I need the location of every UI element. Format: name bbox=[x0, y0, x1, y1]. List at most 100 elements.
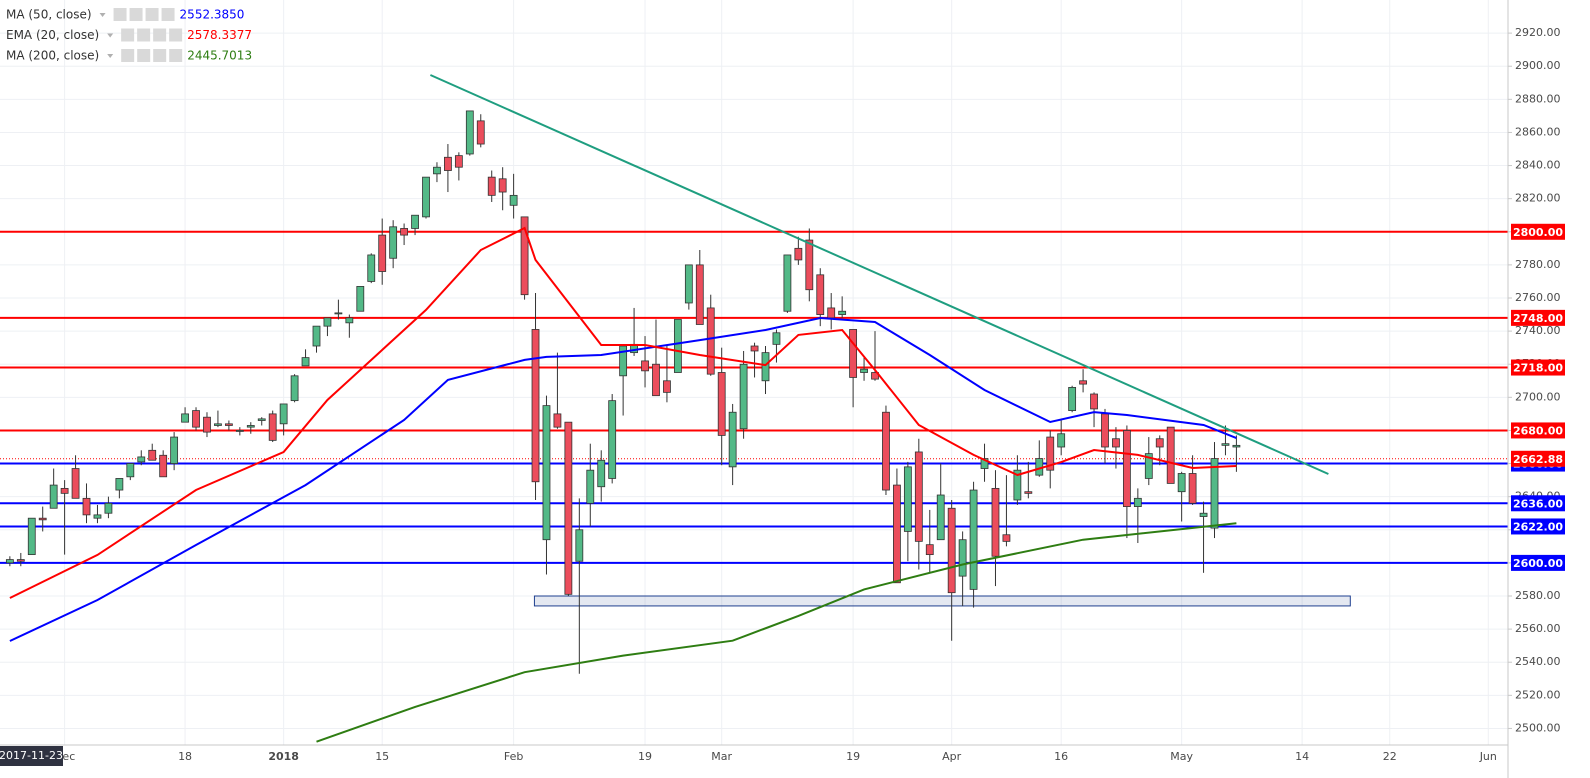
candle-body bbox=[980, 458, 989, 469]
indicator-line bbox=[9, 226, 1237, 599]
candle-body bbox=[214, 423, 222, 426]
price-label: 2680.00 bbox=[1513, 424, 1563, 437]
candle-body bbox=[1068, 386, 1077, 411]
legend-button[interactable] bbox=[169, 28, 183, 42]
candle-body bbox=[411, 214, 419, 229]
legend-caret bbox=[107, 33, 114, 38]
candle-body bbox=[498, 178, 507, 193]
y-tick-label: 2760.00 bbox=[1515, 291, 1561, 304]
legend-button[interactable] bbox=[153, 28, 167, 42]
x-tick-label: May bbox=[1170, 750, 1193, 763]
candle-body bbox=[170, 436, 179, 464]
candle-body bbox=[1112, 438, 1120, 448]
candle-body bbox=[1024, 491, 1033, 494]
candle-body bbox=[356, 286, 365, 312]
candle-body bbox=[936, 494, 945, 541]
y-tick-label: 2740.00 bbox=[1515, 324, 1561, 337]
candle-body bbox=[750, 345, 759, 352]
y-tick-label: 2580.00 bbox=[1515, 589, 1561, 602]
candle-body bbox=[969, 489, 978, 590]
x-tick-label: 19 bbox=[846, 750, 860, 763]
price-label: 2800.00 bbox=[1513, 226, 1563, 239]
candle-body bbox=[1232, 444, 1241, 448]
candle-body bbox=[991, 487, 1000, 557]
legend-name[interactable]: EMA (20, close) bbox=[6, 28, 99, 42]
legend-button[interactable] bbox=[161, 8, 175, 21]
x-tick-label: 18 bbox=[178, 750, 192, 763]
candle-body bbox=[400, 228, 409, 236]
candle-body bbox=[1079, 380, 1087, 385]
candle-body bbox=[1133, 497, 1142, 508]
legend-name[interactable]: MA (50, close) bbox=[6, 8, 92, 22]
legend-value: 2578.3377 bbox=[187, 28, 252, 42]
candle-body bbox=[1155, 438, 1164, 448]
legend-button[interactable] bbox=[153, 49, 167, 62]
candle-body bbox=[301, 357, 310, 367]
candle-body bbox=[181, 413, 189, 423]
candle-body bbox=[115, 478, 124, 491]
legend-button[interactable] bbox=[137, 28, 151, 42]
legend-button[interactable] bbox=[129, 8, 143, 21]
candle-body bbox=[279, 403, 288, 425]
candle-body bbox=[290, 375, 299, 402]
candle-body bbox=[860, 368, 868, 373]
x-tick-label: 14 bbox=[1295, 750, 1309, 763]
candle-body bbox=[827, 307, 836, 319]
x-tick-label: 22 bbox=[1383, 750, 1397, 763]
price-label-box bbox=[1511, 309, 1565, 326]
candle-body bbox=[71, 468, 80, 499]
candle-body bbox=[619, 345, 628, 377]
candle-body bbox=[1221, 443, 1230, 446]
candle-body bbox=[433, 166, 441, 175]
candle-body bbox=[367, 254, 376, 282]
candle-body bbox=[27, 517, 36, 556]
candle-body bbox=[148, 449, 157, 461]
candle-body bbox=[914, 451, 923, 542]
legend-name[interactable]: MA (200, close) bbox=[6, 49, 99, 63]
candle-body bbox=[224, 423, 233, 426]
candle-body bbox=[268, 413, 277, 441]
candle-body bbox=[893, 484, 901, 584]
candle-body bbox=[772, 332, 781, 345]
zone bbox=[533, 595, 1351, 607]
legend-button[interactable] bbox=[169, 49, 183, 62]
candle-body bbox=[1101, 413, 1109, 448]
candle-body bbox=[159, 454, 168, 478]
candle-body bbox=[783, 254, 792, 312]
candle-body bbox=[608, 400, 617, 479]
y-tick-label: 2920.00 bbox=[1515, 26, 1561, 39]
candle-body bbox=[82, 497, 91, 516]
candle-body bbox=[192, 410, 200, 428]
candle-body bbox=[509, 194, 518, 206]
candle-body bbox=[684, 264, 693, 304]
legend-button[interactable] bbox=[137, 49, 151, 62]
candle-body bbox=[93, 514, 102, 519]
candle-body bbox=[695, 264, 704, 325]
legend-value: 2445.7013 bbox=[187, 49, 252, 63]
candle-body bbox=[882, 411, 890, 491]
candle-body bbox=[575, 529, 584, 562]
x-tick-label: 15 bbox=[375, 750, 389, 763]
candle-body bbox=[838, 310, 847, 315]
price-label-box bbox=[1511, 495, 1565, 512]
candle-body bbox=[16, 559, 25, 562]
legend-button[interactable] bbox=[113, 8, 127, 21]
candles bbox=[5, 110, 1241, 674]
candle-body bbox=[312, 325, 321, 347]
legend: MA (50, close) 2552.3850 EMA (20, close) 25… bbox=[6, 8, 252, 63]
candle-body bbox=[444, 156, 452, 171]
candle-body bbox=[728, 411, 737, 468]
x-tick-label: 2018 bbox=[268, 750, 299, 763]
legend-button[interactable] bbox=[121, 49, 135, 62]
candle-body bbox=[1122, 430, 1131, 508]
y-tick-label: 2900.00 bbox=[1515, 59, 1561, 72]
legend-button[interactable] bbox=[121, 28, 135, 42]
legend-button[interactable] bbox=[145, 8, 159, 21]
candle-body bbox=[586, 469, 595, 504]
candle-body bbox=[925, 544, 934, 556]
candle-body bbox=[60, 487, 69, 494]
price-label-box bbox=[1511, 359, 1565, 376]
candle-body bbox=[1166, 426, 1175, 484]
candle-body bbox=[641, 360, 649, 372]
